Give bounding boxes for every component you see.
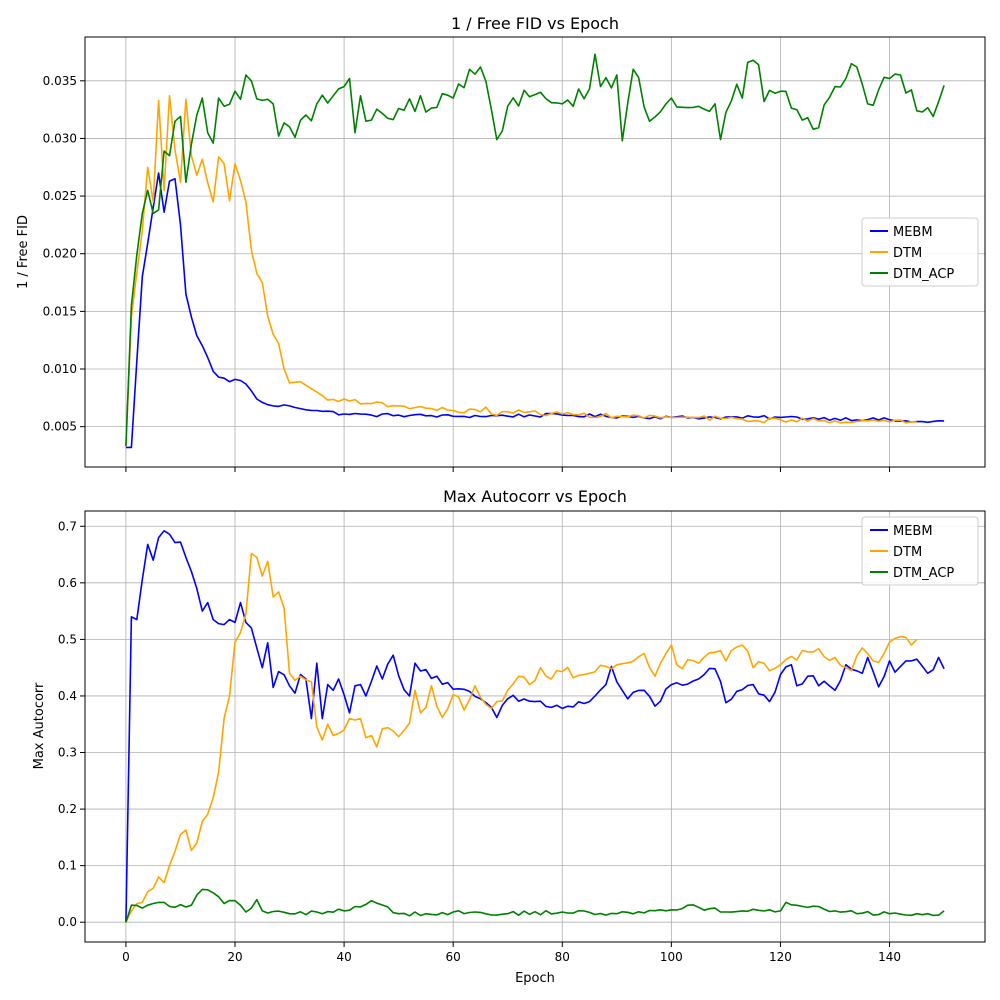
y-tick-label: 0.2 — [58, 802, 77, 816]
series-lines — [125, 529, 945, 923]
y-tick-label: 0.1 — [58, 859, 77, 873]
series-line-dtm-acp — [125, 888, 945, 923]
y-tick-label: 0.015 — [43, 304, 77, 318]
y-axis-label: Max Autocorr — [32, 682, 47, 769]
legend: MEBM DTM DTM_ACP — [861, 217, 979, 287]
ticks: 0 20 40 60 80 100 120 140 0.0 0.1 0.2 0.3 0.4 0.5 0.6 0… — [58, 519, 901, 964]
series-line-mebm — [125, 172, 945, 449]
legend: MEBM DTM DTM_ACP — [861, 516, 979, 586]
grid — [85, 511, 985, 942]
y-tick-label: 0.030 — [43, 131, 77, 145]
series-line-dtm-acp — [125, 53, 945, 447]
legend-box — [861, 516, 979, 586]
series-line-dtm — [125, 552, 918, 923]
y-tick-label: 0.010 — [43, 362, 77, 376]
y-tick-label: 0.025 — [43, 189, 77, 203]
legend-box — [861, 217, 979, 287]
series-line-mebm — [125, 529, 945, 923]
legend-label: DTM_ACP — [893, 267, 954, 282]
y-tick-label: 0.4 — [58, 689, 77, 703]
x-axis-label: Epoch — [515, 971, 555, 986]
plot-frame — [84, 36, 986, 468]
y-axis-label: 1 / Free FID — [16, 215, 31, 289]
chart-title: Max Autocorr vs Epoch — [443, 487, 627, 506]
ticks: 0.005 0.010 0.015 0.020 0.025 0.030 0.035 — [43, 74, 891, 472]
legend-label: MEBM — [893, 524, 933, 539]
legend-label: DTM — [893, 246, 922, 261]
y-tick-label: 0.0 — [58, 915, 77, 929]
x-tick-label: 20 — [227, 950, 242, 964]
x-tick-label: 120 — [769, 950, 792, 964]
legend-label: DTM_ACP — [893, 566, 954, 581]
chart-max-autocorr: Max Autocorr vs Epoch Epoch Max Autocorr… — [32, 487, 986, 986]
x-tick-label: 60 — [446, 950, 461, 964]
y-tick-label: 0.5 — [58, 632, 77, 646]
y-tick-label: 0.3 — [58, 746, 77, 760]
y-tick-label: 0.035 — [43, 74, 77, 88]
x-tick-label: 40 — [336, 950, 351, 964]
legend-label: DTM — [893, 545, 922, 560]
y-tick-label: 0.005 — [43, 420, 77, 434]
x-tick-label: 80 — [555, 950, 570, 964]
plot-frame — [84, 510, 986, 943]
x-tick-label: 100 — [660, 950, 683, 964]
series-line-dtm — [125, 95, 917, 447]
chart-title: 1 / Free FID vs Epoch — [451, 14, 619, 33]
chart-free-fid: 1 / Free FID vs Epoch 1 / Free FID 0.005… — [16, 14, 986, 472]
y-tick-label: 0.7 — [58, 519, 77, 533]
y-tick-label: 0.6 — [58, 576, 77, 590]
series-lines — [125, 53, 945, 449]
legend-label: MEBM — [893, 225, 933, 240]
x-tick-label: 0 — [122, 950, 130, 964]
x-tick-label: 140 — [878, 950, 901, 964]
y-tick-label: 0.020 — [43, 247, 77, 261]
